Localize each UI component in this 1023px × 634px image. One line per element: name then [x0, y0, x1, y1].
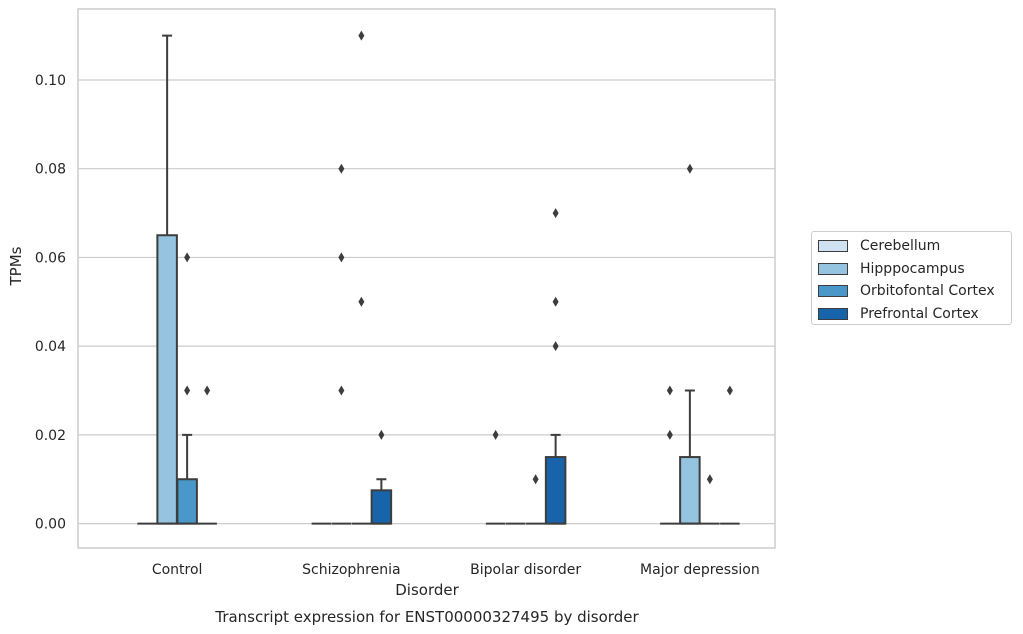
chart-legend: Cerebellum Hipppocampus Orbitofontal Corte… — [811, 231, 1012, 325]
y-tick-label: 0.04 — [35, 339, 66, 355]
x-axis-ticks: Control Schizophrenia Bipolar disorder Majo… — [152, 562, 760, 578]
legend-swatch — [818, 262, 848, 275]
box-orbitofontal-cortex — [700, 474, 720, 525]
legend-label: Orbitofontal Cortex — [860, 283, 995, 300]
outlier-point — [686, 163, 693, 174]
y-axis-label: TPMs — [7, 246, 25, 286]
outlier-point — [552, 208, 559, 219]
legend-label: Hipppocampus — [860, 260, 965, 277]
outlier-point — [338, 252, 345, 263]
outlier-point — [204, 385, 211, 396]
outlier-point — [492, 429, 499, 440]
box-orbitofontal-cortex — [176, 252, 198, 525]
x-axis-label: Disorder — [395, 581, 459, 599]
legend-label: Cerebellum — [860, 238, 941, 255]
box-prefrontal-cortex — [197, 385, 217, 525]
box-body — [370, 489, 393, 525]
outlier-point — [338, 163, 345, 174]
outlier-point — [666, 429, 673, 440]
chart-title: Transcript expression for ENST0000032749… — [214, 608, 639, 626]
box-cerebellum — [660, 385, 680, 525]
box-body — [544, 456, 567, 525]
legend-item: Prefrontal Cortex — [818, 303, 1011, 326]
y-axis-ticks: 0.00 0.02 0.04 0.06 0.08 0.10 — [35, 73, 66, 533]
outlier-point — [666, 385, 673, 396]
outlier-point — [726, 385, 733, 396]
y-tick-label: 0.00 — [35, 517, 66, 533]
box-body — [156, 234, 178, 525]
y-tick-label: 0.02 — [35, 428, 66, 444]
box-prefrontal-cortex — [544, 208, 567, 525]
legend-swatch — [818, 307, 848, 320]
box-hipppocampus — [331, 163, 352, 525]
outlier-point — [358, 30, 365, 41]
legend-item: Cerebellum — [818, 235, 1011, 258]
outlier-point — [184, 385, 191, 396]
y-tick-label: 0.10 — [35, 73, 66, 89]
box-orbitofontal-cortex — [351, 30, 372, 525]
outlier-point — [532, 474, 539, 485]
box-plot-marks — [137, 30, 740, 525]
outlier-point — [358, 296, 365, 307]
box-cerebellum — [485, 429, 506, 525]
legend-swatch — [818, 285, 848, 298]
outlier-point — [378, 429, 385, 440]
outlier-point — [184, 252, 191, 263]
x-tick-label: Bipolar disorder — [470, 562, 581, 578]
x-tick-label: Schizophrenia — [302, 562, 400, 578]
box-hipppocampus — [156, 34, 178, 525]
legend-item: Hipppocampus — [818, 258, 1011, 281]
box-prefrontal-cortex — [370, 429, 393, 525]
box-body — [679, 456, 701, 525]
y-tick-label: 0.06 — [35, 250, 66, 266]
x-tick-label: Major depression — [640, 562, 760, 578]
x-tick-label: Control — [152, 562, 203, 578]
outlier-point — [552, 341, 559, 352]
outlier-point — [706, 474, 713, 485]
legend-label: Prefrontal Cortex — [860, 305, 979, 322]
outlier-point — [338, 385, 345, 396]
box-orbitofontal-cortex — [525, 474, 546, 525]
outlier-point — [552, 296, 559, 307]
plot-area-frame — [77, 8, 776, 549]
box-hipppocampus — [679, 163, 701, 525]
legend-swatch — [818, 240, 848, 253]
grid-lines — [78, 79, 775, 525]
legend-item: Orbitofontal Cortex — [818, 280, 1011, 303]
box-prefrontal-cortex — [720, 385, 740, 525]
box-body — [176, 478, 198, 525]
y-tick-label: 0.08 — [35, 162, 66, 178]
